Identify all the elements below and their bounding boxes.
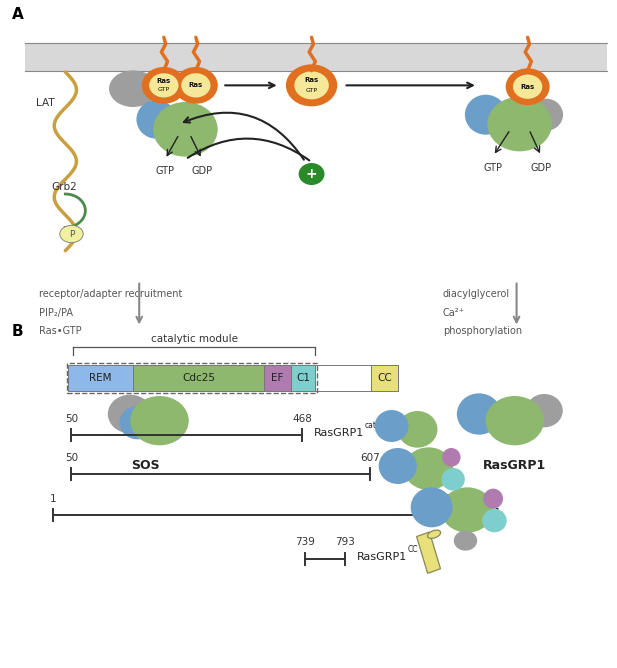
Ellipse shape [60,225,83,242]
Ellipse shape [130,396,189,446]
Ellipse shape [507,69,549,104]
Text: GDP: GDP [191,166,213,176]
Text: GDP: GDP [531,163,552,173]
Text: RasGRP1: RasGRP1 [313,428,363,438]
Text: +: + [306,167,317,181]
Text: CEC: CEC [433,460,448,469]
Text: C1: C1 [296,373,310,383]
Ellipse shape [153,102,218,157]
Text: Ras: Ras [304,77,319,83]
Text: EF: EF [271,373,284,383]
Ellipse shape [487,97,552,152]
Ellipse shape [482,509,507,532]
Text: GTP: GTP [158,88,170,92]
Text: GTP: GTP [155,166,175,176]
Text: cat: cat [365,422,377,430]
Ellipse shape [379,448,417,484]
Text: 739: 739 [296,537,315,547]
Ellipse shape [526,394,563,428]
Bar [416,532,441,573]
Text: A: A [12,7,23,22]
Text: receptor/adapter recruitment: receptor/adapter recruitment [39,289,182,299]
Ellipse shape [109,70,157,107]
Text: 50: 50 [65,414,78,424]
Text: 50: 50 [65,453,78,463]
Ellipse shape [513,75,542,99]
Text: 1: 1 [50,494,56,504]
Text: GTP: GTP [484,163,503,173]
Ellipse shape [294,71,329,100]
Ellipse shape [441,488,494,532]
Text: 793: 793 [336,537,355,547]
Ellipse shape [181,73,210,98]
Text: Cdc25: Cdc25 [182,373,215,383]
Bar [264,365,291,391]
Ellipse shape [397,411,437,448]
Ellipse shape [411,488,452,527]
Ellipse shape [143,68,184,103]
Text: 607: 607 [360,453,380,463]
Text: PIP₂/PA: PIP₂/PA [39,308,73,318]
Ellipse shape [428,530,441,538]
Text: SOS: SOS [131,459,160,472]
Ellipse shape [442,468,465,491]
Text: Grb2: Grb2 [51,182,77,192]
Text: CC: CC [408,545,418,554]
Ellipse shape [108,395,152,434]
Bar [25,43,607,71]
Ellipse shape [453,530,477,550]
Text: GTP: GTP [305,88,318,93]
Text: Ras: Ras [157,78,171,84]
Text: diacylglycerol: diacylglycerol [443,289,510,299]
Ellipse shape [287,65,336,106]
Text: LAT: LAT [36,98,54,108]
Text: Ras•GTP: Ras•GTP [39,327,81,336]
Bar [68,365,133,391]
Text: RasGRP1: RasGRP1 [452,508,502,518]
Text: P: P [69,230,74,238]
Ellipse shape [486,396,544,446]
Bar [315,365,371,391]
Ellipse shape [529,99,563,131]
Bar [291,365,315,391]
Ellipse shape [442,448,460,467]
Text: phosphorylation: phosphorylation [443,327,522,336]
Ellipse shape [457,393,501,435]
Text: Ras: Ras [189,82,203,88]
Ellipse shape [404,448,453,490]
Ellipse shape [149,73,178,98]
Ellipse shape [120,406,155,440]
Ellipse shape [175,68,217,103]
Bar [133,365,264,391]
Bar [371,365,398,391]
Text: CC: CC [377,373,392,383]
Ellipse shape [299,163,325,185]
Ellipse shape [375,410,408,442]
Text: Ca²⁺: Ca²⁺ [443,308,465,318]
Bar [67,363,317,393]
Text: RasGRP1: RasGRP1 [483,459,547,472]
Text: REM: REM [89,373,112,383]
Text: RasGRP1: RasGRP1 [357,552,407,562]
Ellipse shape [465,95,507,135]
Text: 468: 468 [292,414,312,424]
Text: Ras: Ras [521,84,535,90]
Text: catalytic module: catalytic module [151,334,238,344]
Ellipse shape [136,100,176,139]
Text: B: B [12,324,23,339]
Text: RasGRP1: RasGRP1 [381,467,431,477]
Text: 797: 797 [431,494,451,504]
Ellipse shape [483,489,503,508]
